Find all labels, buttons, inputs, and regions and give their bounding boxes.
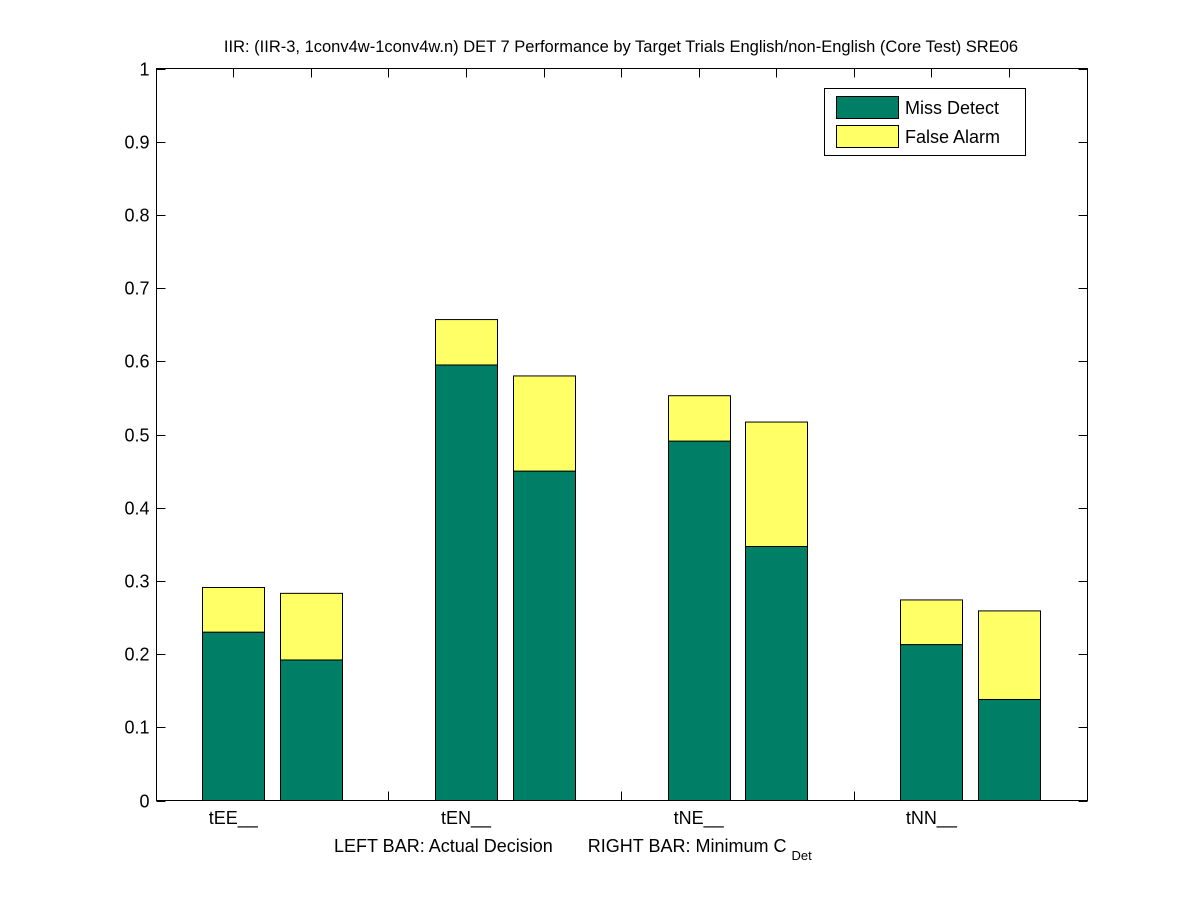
y-tick-label: 0.5 [124,426,149,446]
y-tick-label: 0.1 [124,718,149,738]
bar-tnn-actual-false-alarm [900,599,963,646]
x-axis-label-subscript: Det [791,848,812,863]
x-axis-label: LEFT BAR: Actual Decision RIGHT BAR: Min… [334,836,812,863]
y-tick-label: 0.3 [124,572,149,592]
x-axis-label-left: LEFT BAR: Actual Decision [334,836,553,856]
x-category-label: tNE__ [674,808,725,829]
y-tick-label: 0.2 [124,645,149,665]
bar-tne-actual-miss-detect [668,440,731,801]
y-tick-label: 0.8 [124,206,149,226]
axes-outline [156,68,1088,801]
bar-ten-min-cdet-miss-detect [513,470,576,801]
legend-label-false-alarm: False Alarm [905,127,1000,147]
bars-group [202,319,1041,802]
y-tick-label: 0.7 [124,279,149,299]
x-axis-label-right: RIGHT BAR: Minimum C [588,836,787,856]
bar-tnn-min-cdet-false-alarm [978,610,1041,700]
bar-tnn-min-cdet-miss-detect [978,698,1041,802]
x-category-label: tNN__ [906,808,958,829]
bar-tee-actual-false-alarm [202,586,265,633]
legend-swatch-miss-detect [836,96,899,119]
bar-ten-min-cdet-false-alarm [513,375,576,472]
y-tick-label: 0.6 [124,352,149,372]
bar-tee-actual-miss-detect [202,631,265,802]
y-tick-label: 0.9 [124,133,149,153]
legend: Miss Detect False Alarm [824,88,1026,156]
y-tick-label: 0.4 [124,499,149,519]
y-axis: 0 0.1 0.2 0.3 0.4 0.5 0.6 0.7 0.8 0.9 1 [124,60,1088,812]
bar-tee-min-cdet-false-alarm [280,592,343,661]
bar-tnn-actual-miss-detect [900,644,963,801]
y-tick-label: 0 [139,792,149,812]
x-axis-category-labels: tEE__ tEN__ tNE__ tNN__ [209,808,958,829]
legend-label-miss-detect: Miss Detect [905,98,999,118]
x-category-label: tEE__ [209,808,259,829]
bar-tne-min-cdet-false-alarm [745,421,808,547]
bar-ten-actual-miss-detect [435,364,498,801]
legend-swatch-false-alarm [836,125,899,148]
x-category-label: tEN__ [441,808,492,829]
bar-tee-min-cdet-miss-detect [280,659,343,801]
y-tick-label: 1 [139,60,149,80]
bar-tne-actual-false-alarm [668,395,731,442]
bar-tne-min-cdet-miss-detect [745,545,808,801]
chart-title: IIR: (IIR-3, 1conv4w-1conv4w.n) DET 7 Pe… [224,38,1018,56]
bar-ten-actual-false-alarm [435,319,498,366]
